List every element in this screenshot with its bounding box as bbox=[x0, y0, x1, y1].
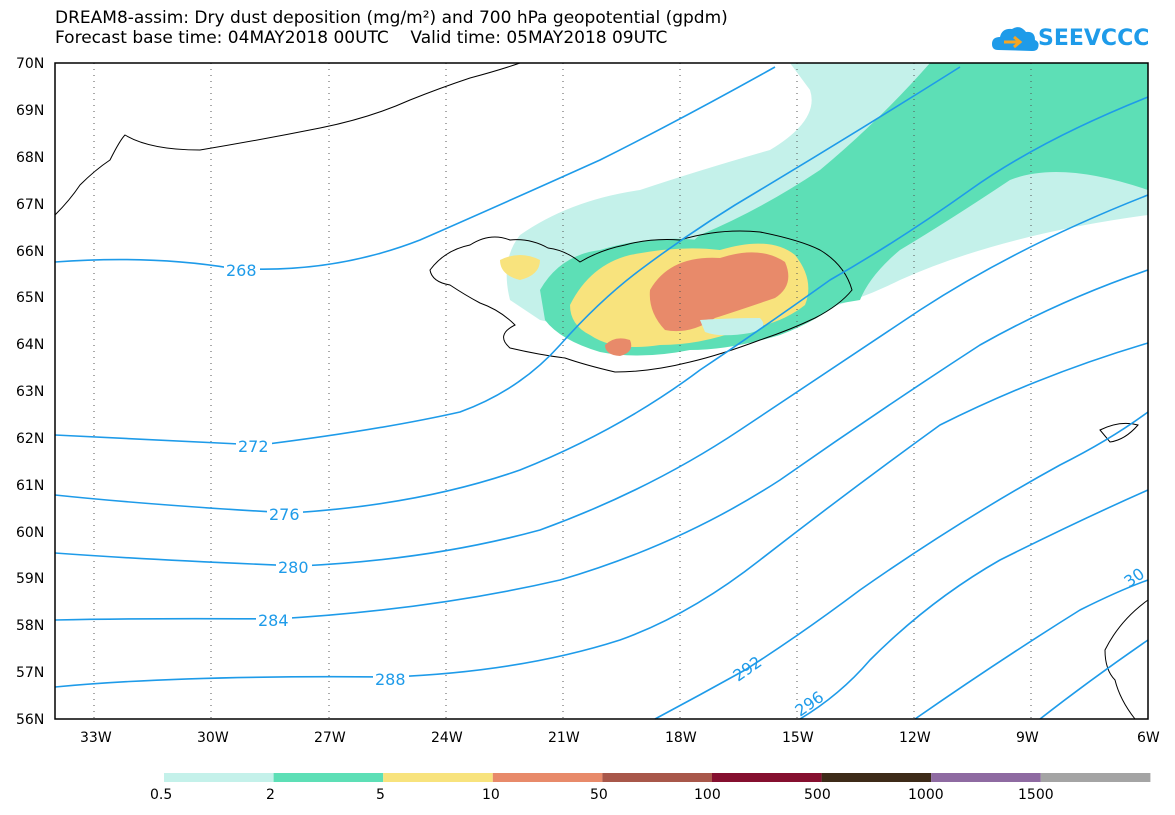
legend-label: 0.5 bbox=[150, 787, 172, 803]
lon-label: 6W bbox=[1137, 730, 1160, 746]
map-subtitle-times: Forecast base time: 04MAY2018 00UTC Vali… bbox=[55, 28, 668, 48]
lon-label: 21W bbox=[548, 730, 580, 746]
legend-swatch bbox=[931, 773, 1041, 782]
legend-swatch bbox=[492, 773, 603, 782]
longitude-axis: 33W 30W 27W 24W 21W 18W 15W 12W 9W 6W bbox=[80, 730, 1160, 746]
contour-label-288: 288 bbox=[375, 670, 406, 689]
lat-label: 61N bbox=[16, 478, 44, 494]
lat-label: 56N bbox=[16, 712, 44, 728]
lon-label: 9W bbox=[1016, 730, 1039, 746]
legend-swatch bbox=[1040, 773, 1151, 782]
lat-label: 59N bbox=[16, 571, 44, 587]
legend-label: 50 bbox=[590, 787, 608, 803]
legend-swatch bbox=[712, 773, 822, 782]
cloud-logo-icon bbox=[992, 27, 1039, 51]
legend-label: 1500 bbox=[1018, 787, 1054, 803]
lat-label: 62N bbox=[16, 431, 44, 447]
contour-labels: 268 272 276 280 284 288 292 296 30 bbox=[224, 260, 1148, 720]
faroe-coastline bbox=[1099, 422, 1139, 443]
lon-label: 27W bbox=[314, 730, 346, 746]
contour-label-272: 272 bbox=[238, 437, 269, 456]
lat-label: 65N bbox=[16, 290, 44, 306]
legend-swatch bbox=[383, 773, 493, 782]
lon-label: 18W bbox=[665, 730, 697, 746]
lon-label: 30W bbox=[197, 730, 229, 746]
latitude-axis: 70N 69N 68N 67N 66N 65N 64N 63N 62N 61N … bbox=[16, 56, 44, 728]
legend-label: 2 bbox=[266, 787, 275, 803]
legend-label: 10 bbox=[482, 787, 500, 803]
lat-label: 57N bbox=[16, 665, 44, 681]
contour-label-280: 280 bbox=[278, 558, 309, 577]
lat-label: 69N bbox=[16, 103, 44, 119]
lat-label: 60N bbox=[16, 525, 44, 541]
logo-text: SEEVCCC bbox=[1038, 26, 1150, 51]
legend-label: 1000 bbox=[908, 787, 944, 803]
contour-label-276: 276 bbox=[269, 505, 300, 524]
lon-label: 15W bbox=[782, 730, 814, 746]
legend-swatch bbox=[602, 773, 712, 782]
lat-label: 67N bbox=[16, 197, 44, 213]
greenland-coastline bbox=[54, 62, 521, 216]
scotland-coastline bbox=[1104, 599, 1149, 720]
iceland-coastline bbox=[429, 230, 853, 373]
legend-swatches bbox=[164, 773, 1151, 782]
contour-label-284: 284 bbox=[258, 611, 289, 630]
lat-label: 70N bbox=[16, 56, 44, 72]
lon-label: 24W bbox=[431, 730, 463, 746]
lat-label: 68N bbox=[16, 150, 44, 166]
legend-labels: 0.5 2 5 10 50 100 500 1000 1500 bbox=[150, 787, 1054, 803]
lat-label: 64N bbox=[16, 337, 44, 353]
legend-swatch bbox=[821, 773, 932, 782]
legend-swatch bbox=[164, 773, 274, 782]
map-title: DREAM8-assim: Dry dust deposition (mg/m²… bbox=[55, 8, 728, 28]
lat-label: 58N bbox=[16, 618, 44, 634]
legend-swatch bbox=[273, 773, 384, 782]
legend-label: 100 bbox=[694, 787, 721, 803]
legend-label: 5 bbox=[376, 787, 385, 803]
lat-label: 66N bbox=[16, 244, 44, 260]
lat-label: 63N bbox=[16, 384, 44, 400]
lon-label: 33W bbox=[80, 730, 112, 746]
legend-label: 500 bbox=[804, 787, 831, 803]
dust-shading bbox=[500, 63, 1149, 356]
graticule bbox=[93, 63, 1032, 719]
contour-label-268: 268 bbox=[226, 261, 257, 280]
lon-label: 12W bbox=[899, 730, 931, 746]
